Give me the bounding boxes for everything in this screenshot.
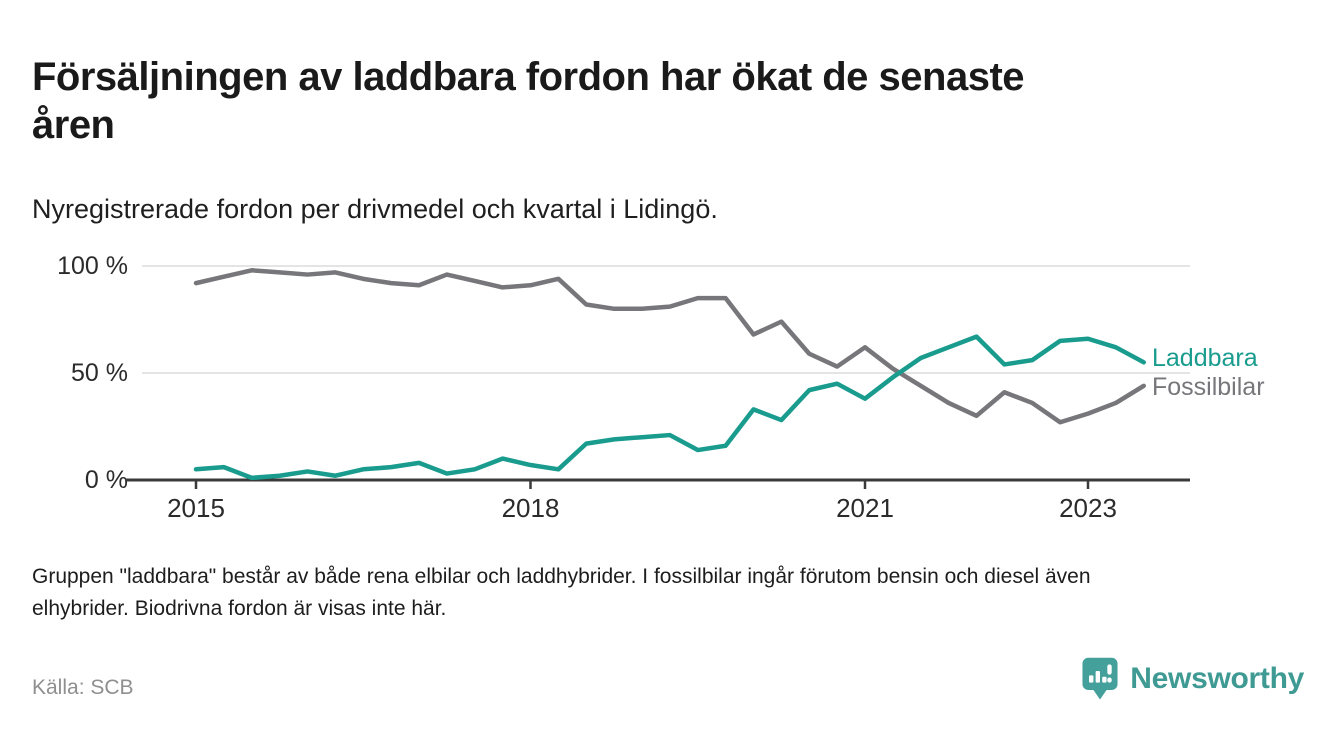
x-axis-label: 2015 (167, 493, 225, 523)
series-line-fossilbilar (193, 268, 1146, 425)
logo-exclamation-bar (1107, 664, 1112, 675)
chart-title-line2: åren (32, 102, 115, 147)
newsworthy-branding: Newsworthy (1081, 655, 1304, 703)
x-axis-label: 2023 (1059, 493, 1117, 523)
chart-footnote-line1: Gruppen "laddbara" består av både rena e… (32, 565, 1091, 588)
y-axis-label: 100 % (57, 252, 128, 280)
x-axis-label: 2021 (836, 493, 894, 523)
chart-footnote-line2: elhybrider. Biodrivna fordon är visas in… (32, 596, 447, 620)
series-label-fossilbilar: Fossilbilar (1152, 373, 1265, 401)
newsworthy-logo-icon (1082, 657, 1118, 700)
logo-bar-1 (1089, 675, 1094, 683)
x-axis-label: 2018 (502, 493, 560, 523)
chart-subtitle: Nyregistrerade fordon per drivmedel och … (32, 194, 718, 224)
series-label-laddbara: Laddbara (1152, 344, 1258, 372)
y-axis-label: 50 % (71, 359, 128, 387)
y-axis-label: 0 % (85, 466, 128, 494)
chart-title-line1: Försäljningen av laddbara fordon har öka… (32, 54, 1025, 99)
chart-footnote: Gruppen "laddbara" består av både rena e… (32, 561, 1322, 624)
series-line-laddbara (193, 334, 1146, 481)
line-chart: 100 % 50 % 0 % 2015 2018 2021 2023 (57, 252, 1190, 523)
logo-exclamation-dot (1107, 677, 1112, 683)
logo-bar-2 (1095, 670, 1101, 683)
chart-title: Försäljningen av laddbara fordon har öka… (32, 53, 1272, 149)
logo-bar-3 (1102, 676, 1107, 683)
line-chart-area: 100 % 50 % 0 % 2015 2018 2021 2023 Laddbara Fo… (0, 240, 1340, 540)
newsworthy-wordmark: Newsworthy (1130, 662, 1304, 695)
source-attribution: Källa: SCB (32, 676, 134, 699)
